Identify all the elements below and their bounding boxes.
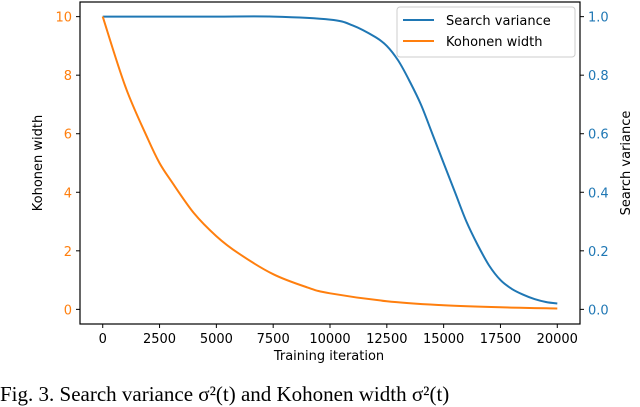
left-y-axis-label: Kohonen width — [31, 115, 46, 211]
right-y-tick-label: 0.6 — [588, 128, 609, 143]
legend-box — [396, 6, 576, 58]
left-y-tick-label: 6 — [64, 128, 72, 143]
right-y-tick-label: 0.2 — [588, 245, 609, 260]
x-axis-ticks: 0 2500 5000 7500 10000 12500 15000 17500 20000 — [99, 324, 578, 347]
left-y-tick-label: 10 — [55, 11, 72, 26]
left-y-axis-ticks: 0 2 4 6 8 10 — [55, 11, 80, 318]
right-y-tick-label: 0.4 — [588, 186, 609, 201]
left-y-tick-label: 8 — [64, 69, 72, 84]
right-y-tick-label: 0.0 — [588, 303, 609, 318]
x-tick-label: 10000 — [309, 332, 350, 347]
right-y-tick-label: 0.8 — [588, 69, 609, 84]
x-tick-label: 17500 — [480, 332, 521, 347]
series-line-search-variance — [102, 15, 558, 305]
figure-caption: Fig. 3. Search variance σ²(t) and Kohone… — [0, 382, 450, 406]
legend: Search variance Kohonen width — [396, 6, 576, 58]
series-layer — [101, 15, 558, 310]
x-tick-label: 15000 — [423, 332, 464, 347]
x-tick-label: 7500 — [257, 332, 290, 347]
x-tick-label: 0 — [99, 332, 107, 347]
x-tick-label: 20000 — [537, 332, 578, 347]
left-y-tick-label: 0 — [64, 303, 72, 318]
x-tick-label: 5000 — [200, 332, 233, 347]
x-tick-label: 12500 — [366, 332, 407, 347]
left-y-tick-label: 2 — [64, 245, 72, 260]
left-y-tick-label: 4 — [64, 186, 72, 201]
x-axis-label: Training iteration — [273, 349, 384, 364]
legend-label-kohonen-width: Kohonen width — [446, 35, 542, 50]
right-y-axis-ticks: 0.0 0.2 0.4 0.6 0.8 1.0 — [580, 11, 609, 318]
right-y-axis-label: Search variance — [619, 111, 634, 216]
x-tick-label: 2500 — [143, 332, 176, 347]
legend-label-search-variance: Search variance — [446, 14, 551, 29]
right-y-tick-label: 1.0 — [588, 11, 609, 26]
series-line-kohonen-width — [101, 16, 558, 310]
